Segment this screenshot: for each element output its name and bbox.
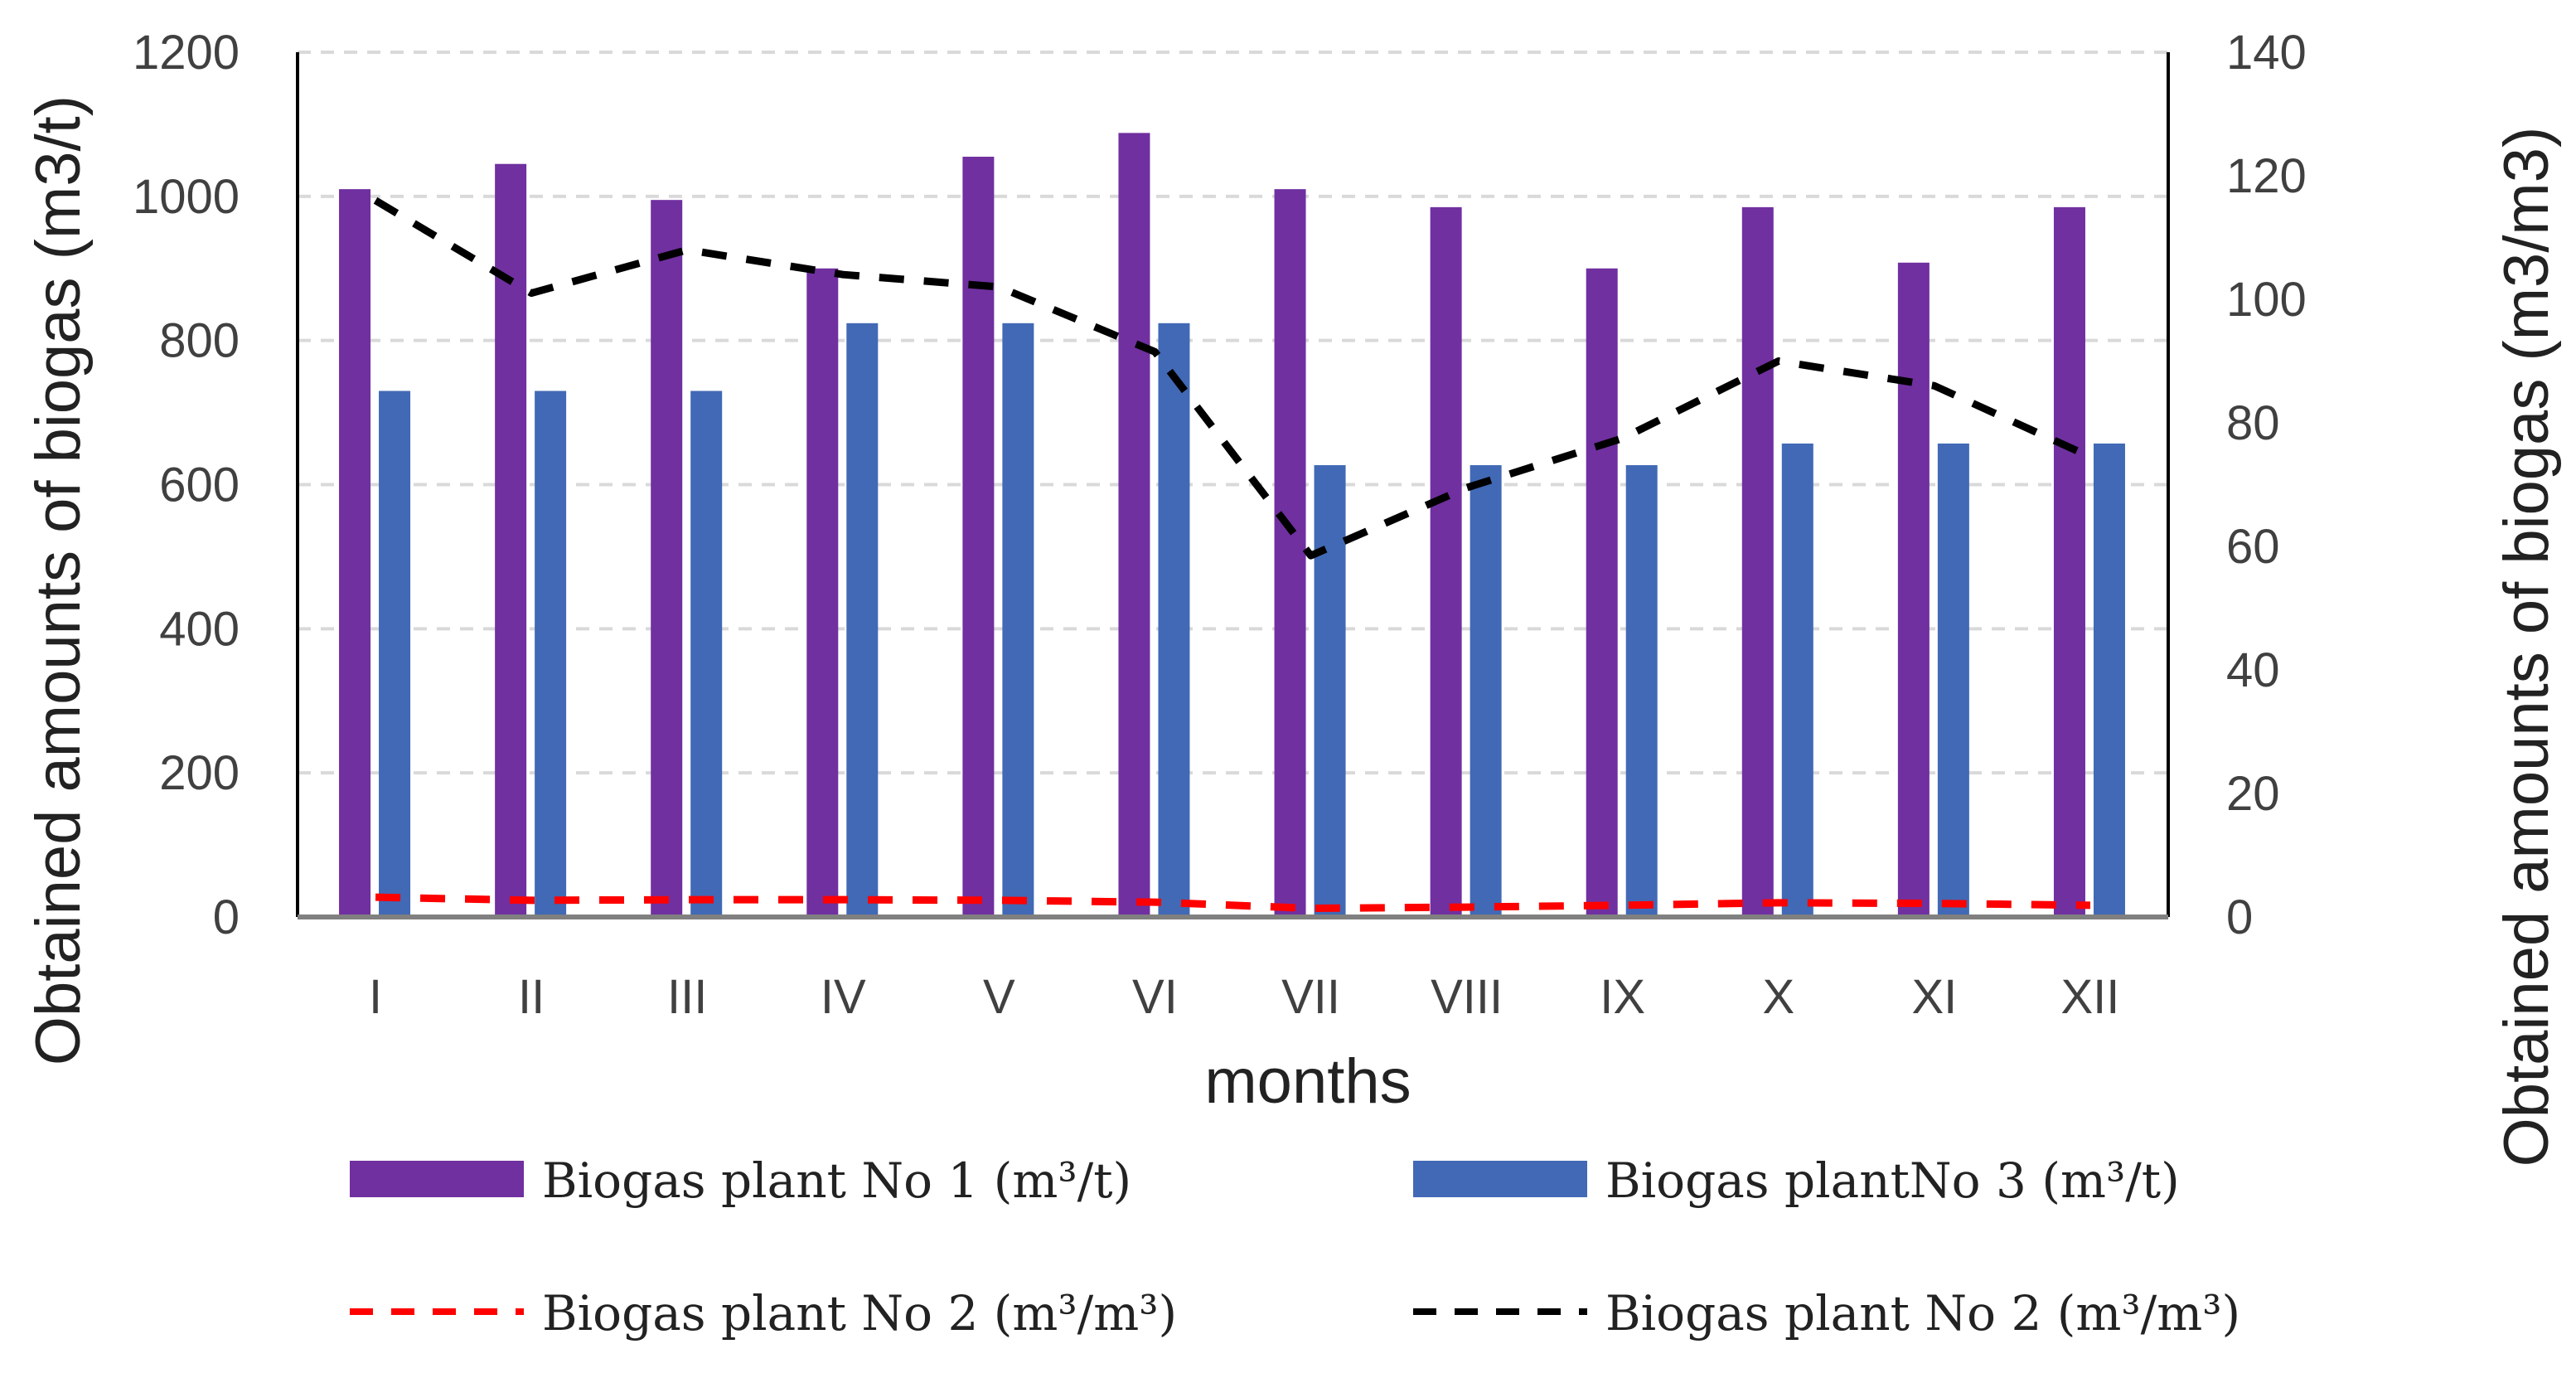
x-tick-label: XI xyxy=(1911,970,1957,1024)
bar-plant3 xyxy=(1781,443,1813,917)
line-plant2-black xyxy=(373,196,2092,560)
legend-label: Biogas plant No 2 (m³/m³) xyxy=(542,1285,1177,1341)
y-tick-label-left: 800 xyxy=(159,314,240,368)
x-tick-label: VIII xyxy=(1431,970,1503,1024)
y-axis-title-left: Obtained amounts of biogas (m3/t) xyxy=(23,95,94,1065)
legend-label: Biogas plant No 1 (m³/t) xyxy=(542,1152,1131,1209)
y-tick-label-right: 80 xyxy=(2226,396,2280,450)
x-tick-label: VII xyxy=(1281,970,1340,1024)
x-tick-label: X xyxy=(1762,970,1794,1024)
y-tick-label-right: 120 xyxy=(2226,149,2307,203)
bar-plant1 xyxy=(1586,268,1618,917)
bar-plant1 xyxy=(1274,189,1306,917)
y-tick-label-left: 0 xyxy=(213,890,240,944)
bars xyxy=(339,133,2125,918)
axes xyxy=(296,52,2170,919)
legend-label: Biogas plantNo 3 (m³/t) xyxy=(1605,1152,2180,1209)
bar-plant3 xyxy=(1158,323,1190,918)
lines xyxy=(373,196,2092,913)
y-tick-label-right: 0 xyxy=(2226,890,2253,944)
gridlines xyxy=(298,51,2168,775)
x-axis-title: months xyxy=(1204,1046,1411,1117)
x-tick-label: III xyxy=(667,970,707,1024)
bar-plant3 xyxy=(2093,443,2125,917)
x-tick-label: IX xyxy=(1600,970,1645,1024)
legend-swatch xyxy=(350,1161,524,1197)
bar-plant3 xyxy=(690,391,723,918)
x-tick-label: I xyxy=(369,970,382,1024)
y-tick-label-right: 40 xyxy=(2226,643,2280,697)
y-tick-label-right: 60 xyxy=(2226,520,2280,574)
bar-plant3 xyxy=(1625,465,1658,917)
x-tick-label: V xyxy=(983,970,1015,1024)
bar-plant1 xyxy=(962,157,995,917)
bar-plant1 xyxy=(1897,262,1930,918)
bar-plant3 xyxy=(379,391,411,918)
y-tick-label-left: 200 xyxy=(159,746,240,800)
y-tick-label-right: 140 xyxy=(2226,26,2307,80)
tick-labels: 0 200 400 600 800 1000 1200 0 20 40 60 80 100 120 140 I… xyxy=(133,26,2307,1024)
y-tick-label-left: 1200 xyxy=(133,26,240,80)
y-tick-label-left: 1000 xyxy=(133,170,240,224)
bar-plant1 xyxy=(1118,133,1150,917)
y-tick-label-left: 400 xyxy=(159,602,240,656)
line-plant2-red xyxy=(375,893,2091,913)
legend-label: Biogas plant No 2 (m³/m³) xyxy=(1605,1285,2240,1341)
x-tick-label: II xyxy=(518,970,545,1024)
bar-plant3 xyxy=(846,323,879,918)
bar-plant3 xyxy=(535,391,567,918)
legend: Biogas plant No 1 (m³/t) Biogas plantNo 3… xyxy=(350,1152,2240,1341)
x-tick-label: VI xyxy=(1132,970,1178,1024)
y-tick-label-right: 20 xyxy=(2226,767,2280,821)
bar-plant1 xyxy=(1741,206,1774,917)
bar-plant3 xyxy=(1002,323,1034,918)
bar-plant3 xyxy=(1470,465,1502,917)
bar-plant1 xyxy=(495,163,527,918)
x-tick-label: IV xyxy=(821,970,866,1024)
y-tick-label-right: 100 xyxy=(2226,273,2307,327)
x-tick-label: XII xyxy=(2060,970,2119,1024)
bar-plant1 xyxy=(2053,206,2085,917)
legend-swatch xyxy=(1413,1161,1587,1197)
bar-plant1 xyxy=(339,189,371,917)
bar-plant3 xyxy=(1937,443,1969,917)
y-axis-title-right: Obtained amounts of biogas (m3/m3) xyxy=(2491,127,2562,1167)
bar-plant1 xyxy=(806,268,839,917)
y-tick-label-left: 600 xyxy=(159,458,240,512)
bar-plant3 xyxy=(1314,465,1346,917)
bar-plant1 xyxy=(651,200,683,917)
bar-plant1 xyxy=(1430,206,1462,917)
